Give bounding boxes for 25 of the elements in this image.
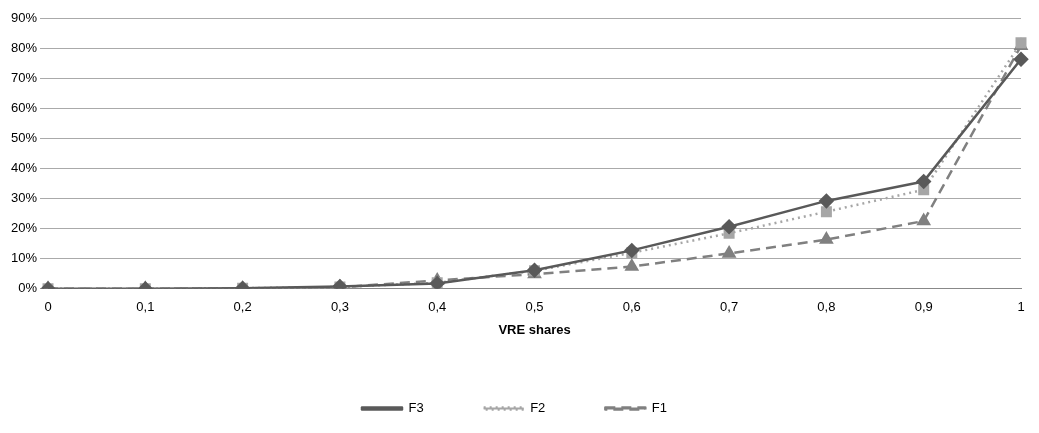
x-tick-label: 0,5 (525, 299, 544, 315)
y-tick-label: 40% (10, 160, 38, 176)
x-axis-title: VRE shares (498, 321, 571, 337)
y-tick-label: 90% (10, 10, 38, 26)
x-tick-label: 0,3 (330, 299, 349, 315)
legend-label: F2 (530, 400, 546, 416)
y-tick-label: 10% (10, 250, 38, 266)
y-tick-label: 0% (18, 280, 38, 296)
legend-label: F3 (408, 400, 424, 416)
y-tick-label: 30% (10, 190, 38, 206)
x-tick-label: 0,7 (720, 299, 739, 315)
x-tick-label: 0,2 (233, 299, 252, 315)
y-tick-label: 20% (10, 220, 38, 236)
y-tick-label: 60% (10, 100, 38, 116)
x-tick-label: 0,6 (622, 299, 641, 315)
x-tick-label: 0,8 (817, 299, 836, 315)
legend-label: F1 (651, 400, 668, 416)
y-tick-label: 50% (10, 130, 38, 146)
x-tick-label: 0,9 (914, 299, 933, 315)
x-tick-label: 0,1 (136, 299, 155, 315)
y-tick-label: 80% (10, 40, 38, 56)
x-tick-label: 0,4 (428, 299, 447, 315)
x-tick-label: 1 (1017, 299, 1025, 315)
y-tick-label: 70% (10, 70, 38, 86)
x-tick-label: 0 (44, 299, 52, 315)
